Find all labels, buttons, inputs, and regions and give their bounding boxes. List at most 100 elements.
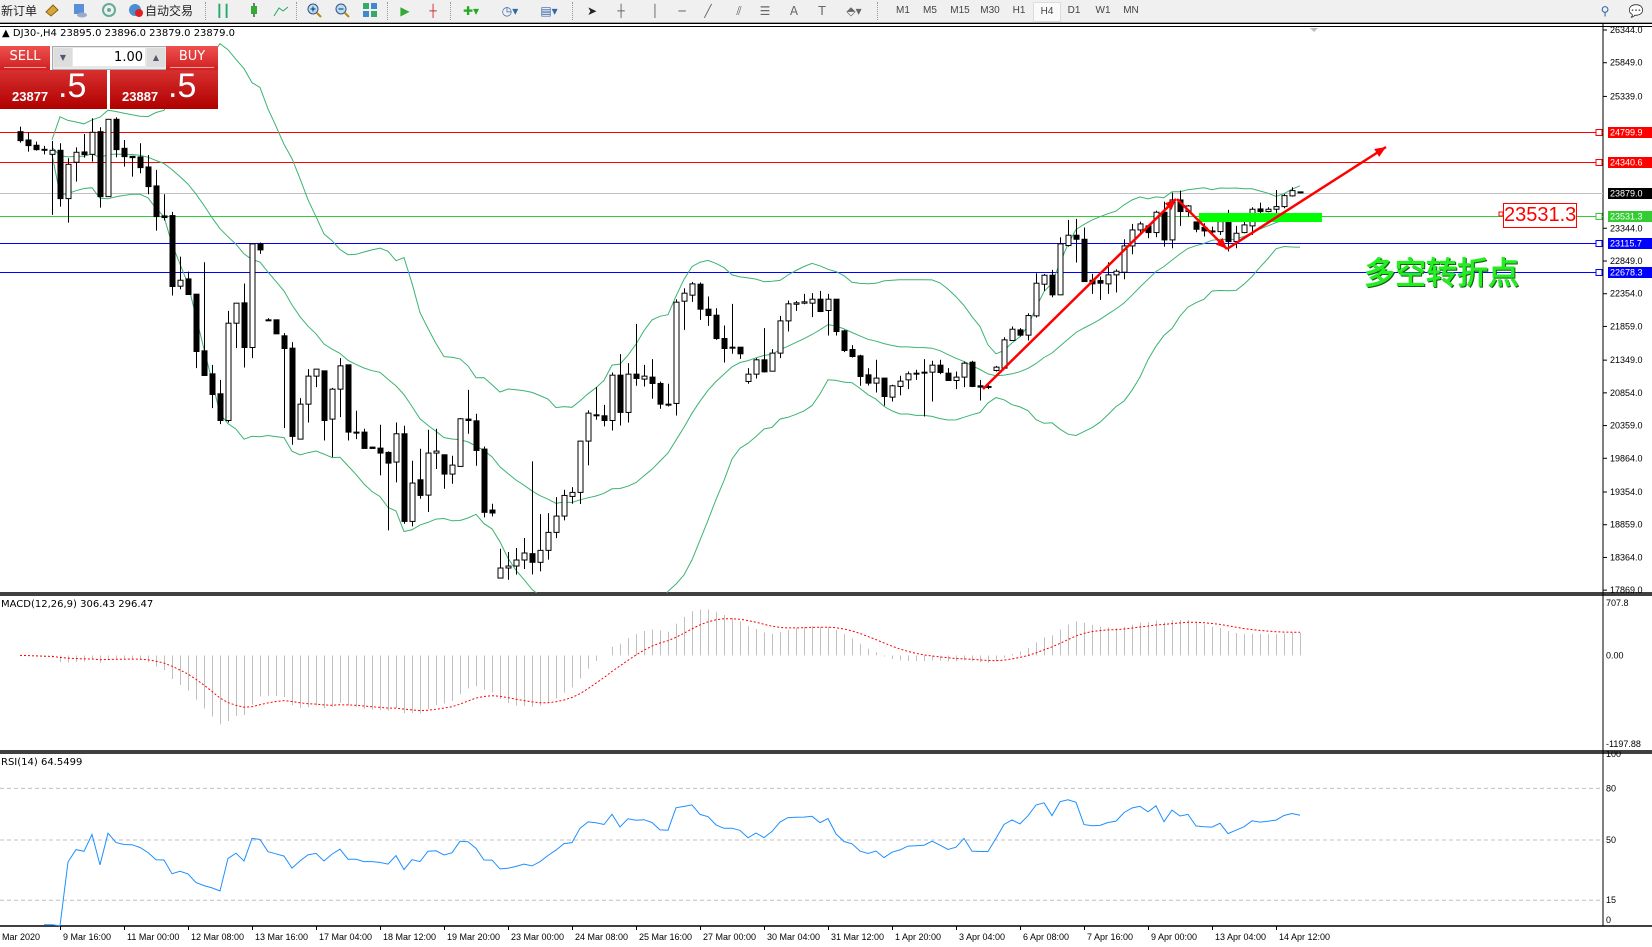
timeframe-m15-button[interactable]: M15 xyxy=(950,5,970,16)
sell-button[interactable]: SELL xyxy=(0,46,50,70)
chart-shift-icon[interactable]: ┼ xyxy=(429,4,437,18)
candle-body xyxy=(529,553,536,563)
candle-body xyxy=(825,298,832,312)
text-label-icon[interactable]: T xyxy=(818,4,826,18)
candle-body xyxy=(193,293,200,352)
text-icon[interactable]: A xyxy=(789,4,799,18)
buy-price[interactable]: 23887 .5 xyxy=(110,70,218,109)
timeframe-h4-button[interactable]: H4 xyxy=(1033,2,1061,22)
rsi-tick-label: 80 xyxy=(1606,783,1616,793)
candle-body xyxy=(729,346,736,349)
candle xyxy=(329,387,336,458)
timeframe-d1-button[interactable]: D1 xyxy=(1067,5,1081,16)
level-text-label[interactable]: 23531.3 xyxy=(1503,203,1577,228)
candle xyxy=(785,300,792,332)
candle-body xyxy=(25,139,32,147)
candle xyxy=(721,325,728,363)
candle xyxy=(569,487,576,504)
cursor-icon[interactable]: ➤ xyxy=(586,4,598,18)
candle-body xyxy=(73,151,80,163)
candle xyxy=(33,141,40,151)
timeframe-w1-button[interactable]: W1 xyxy=(1095,5,1111,16)
time-axis-label: 24 Mar 08:00 xyxy=(575,932,628,942)
candle-body xyxy=(177,279,184,287)
lot-decrease-button[interactable]: ▼ xyxy=(54,48,72,67)
bollinger-upper-band xyxy=(51,42,1301,409)
signals-icon[interactable] xyxy=(101,2,117,20)
bar-chart-icon[interactable]: ┃┃ xyxy=(215,4,231,18)
candle-body xyxy=(705,308,712,317)
auto-trading-button[interactable]: 自动交易 xyxy=(124,2,196,20)
candle xyxy=(1153,210,1160,238)
time-axis-label: 19 Mar 20:00 xyxy=(447,932,500,942)
candle xyxy=(865,368,872,386)
candle-body xyxy=(49,149,56,155)
candle-body xyxy=(1073,234,1080,240)
candle xyxy=(1265,207,1272,213)
candle-body xyxy=(1257,208,1264,213)
horizontal-line-icon[interactable]: ─ xyxy=(678,4,686,18)
timeframe-h1-button[interactable]: H1 xyxy=(1012,5,1026,16)
arrows-icon[interactable]: ⬘▾ xyxy=(846,4,862,18)
tile-windows-icon[interactable] xyxy=(362,2,378,20)
candle-body xyxy=(913,372,920,375)
timeframe-m5-button[interactable]: M5 xyxy=(923,5,937,16)
candle xyxy=(1081,227,1088,283)
chart-header-text: DJ30-,H4 23895.0 23896.0 23879.0 23879.0 xyxy=(12,28,236,39)
zoom-in-icon[interactable] xyxy=(306,2,322,20)
candlestick-icon[interactable] xyxy=(246,2,262,20)
buy-button[interactable]: BUY xyxy=(166,46,218,70)
candle xyxy=(425,429,432,513)
candle-body xyxy=(369,446,376,449)
candle-body xyxy=(737,346,744,355)
sell-price[interactable]: 23877 .5 xyxy=(0,70,107,109)
time-axis-label: 14 Apr 12:00 xyxy=(1279,932,1330,942)
vertical-line-icon[interactable]: │ xyxy=(651,4,659,18)
line-chart-icon[interactable] xyxy=(273,2,289,20)
candle xyxy=(41,145,48,155)
candle-body xyxy=(681,292,688,302)
candle-body xyxy=(305,375,312,405)
chat-icon[interactable]: 💬 xyxy=(1628,4,1644,18)
candle-body xyxy=(809,298,816,304)
price-tick-label: 19354.0 xyxy=(1610,487,1643,497)
crosshair-icon[interactable]: ┼ xyxy=(617,4,625,18)
candle xyxy=(913,369,920,380)
equidistant-channel-icon[interactable]: ⫽ xyxy=(736,4,742,18)
bollinger-lower-band xyxy=(51,154,1301,593)
data-window-icon[interactable] xyxy=(72,2,88,20)
timeframe-m1-button[interactable]: M1 xyxy=(896,5,910,16)
candle xyxy=(65,158,72,223)
indicators-icon[interactable]: ✚▾ xyxy=(462,4,480,18)
navigator-icon[interactable] xyxy=(44,2,60,20)
lot-size-stepper[interactable]: ▼ ▲ xyxy=(52,46,167,70)
candle-body xyxy=(1193,221,1200,230)
new-order-button[interactable]: 新订单 xyxy=(0,2,38,20)
trendline-icon[interactable]: ╱ xyxy=(704,4,712,18)
timeframe-m30-button[interactable]: M30 xyxy=(980,5,1000,16)
candle-body xyxy=(1009,328,1016,342)
lot-size-input[interactable] xyxy=(73,48,145,66)
candle-body xyxy=(153,185,160,218)
time-axis-label: 23 Mar 00:00 xyxy=(511,932,564,942)
zoom-out-icon[interactable] xyxy=(334,2,350,20)
sell-price-pips: .5 xyxy=(58,70,87,105)
timeframe-mn-button[interactable]: MN xyxy=(1123,5,1139,16)
candle xyxy=(457,418,464,467)
candle xyxy=(673,299,680,416)
candle-body xyxy=(97,131,104,198)
periods-icon[interactable]: ◷▾ xyxy=(501,4,519,18)
fibonacci-icon[interactable]: ☰ xyxy=(759,4,771,18)
candle xyxy=(233,302,240,349)
reversal-point-annotation[interactable]: 多空转折点 xyxy=(1364,256,1519,292)
search-icon[interactable]: ⚲ xyxy=(1600,4,1610,18)
candle-body xyxy=(961,362,968,378)
time-axis-label: 27 Mar 00:00 xyxy=(703,932,756,942)
candle xyxy=(745,368,752,384)
price-level-badge xyxy=(1608,127,1652,138)
templates-icon[interactable]: ▤▾ xyxy=(540,4,558,18)
bollinger-middle-band xyxy=(51,146,1301,504)
autoscroll-icon[interactable]: ▶ xyxy=(400,4,410,18)
lot-increase-button[interactable]: ▲ xyxy=(147,48,165,67)
